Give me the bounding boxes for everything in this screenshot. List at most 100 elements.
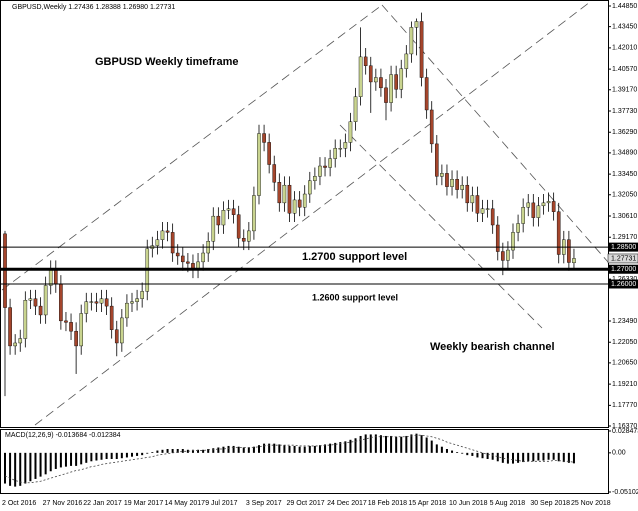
macd-bar xyxy=(64,452,67,467)
macd-signal xyxy=(4,434,575,484)
candle-body xyxy=(84,301,89,314)
channel-line xyxy=(34,1,591,426)
candle-body xyxy=(94,301,99,304)
candle-body xyxy=(302,193,307,208)
macd-bar xyxy=(75,452,78,466)
candle-body xyxy=(465,184,470,204)
macd-bar xyxy=(268,443,271,453)
macd-bar xyxy=(425,437,428,453)
macd-bar xyxy=(501,452,504,463)
macd-bar xyxy=(303,446,306,453)
macd-bar xyxy=(374,434,377,453)
chart-title: GBPUSD,Weekly 1.27436 1.28388 1.26980 1.… xyxy=(12,4,175,11)
candle-body xyxy=(506,249,510,261)
macd-bar xyxy=(532,452,535,462)
macd-bar xyxy=(49,452,52,472)
macd-bar xyxy=(435,444,438,453)
candle-body xyxy=(501,251,505,261)
candle-body xyxy=(48,269,53,286)
macd-bar xyxy=(283,445,286,453)
annotation: GBPUSD Weekly timeframe xyxy=(95,56,238,68)
macd-bar xyxy=(522,452,525,463)
last-price-label: 1.27731 xyxy=(611,255,636,262)
macd-bar xyxy=(191,449,194,453)
candle-body xyxy=(89,301,94,303)
candle-body xyxy=(292,199,297,214)
macd-bar xyxy=(141,452,144,456)
y-tick-label: 1.44850 xyxy=(612,3,637,10)
channel-line xyxy=(339,124,543,329)
channel-line xyxy=(1,4,383,291)
candle-body xyxy=(409,27,414,55)
macd-bar xyxy=(80,452,83,465)
x-tick-label: 18 Feb 2018 xyxy=(368,500,407,507)
macd-bar xyxy=(512,452,514,464)
candle-body xyxy=(333,148,338,159)
candle-body xyxy=(130,301,134,304)
candle-body xyxy=(247,230,251,242)
candle-body xyxy=(414,21,419,28)
candle-body xyxy=(109,305,114,330)
candle-body xyxy=(28,298,33,301)
macd-bar xyxy=(166,449,169,453)
candle-body xyxy=(165,230,170,233)
candle-body xyxy=(226,208,231,211)
candle-body xyxy=(211,215,216,242)
macd-bar xyxy=(572,452,575,464)
candle-body xyxy=(475,195,480,214)
candle-body xyxy=(424,77,429,111)
macd-bar xyxy=(151,452,154,453)
candle-body xyxy=(343,142,348,149)
candle-body xyxy=(404,53,409,69)
x-tick-label: 5 Aug 2018 xyxy=(490,500,526,507)
macd-bar xyxy=(263,443,266,453)
macd-bar xyxy=(318,445,321,453)
candle-body xyxy=(79,313,83,347)
y-tick-label: 1.19210 xyxy=(612,381,637,388)
macd-bar xyxy=(288,445,291,453)
candle-body xyxy=(546,201,551,204)
macd-bar xyxy=(105,452,108,459)
candle-body xyxy=(379,77,383,89)
macd-bar xyxy=(410,434,413,453)
candle-body xyxy=(399,68,404,90)
candle-body xyxy=(313,176,317,181)
macd-bar xyxy=(486,452,489,459)
macd-bar xyxy=(334,442,337,453)
candle-body xyxy=(328,158,332,168)
macd-bar xyxy=(390,435,393,453)
macd-bar xyxy=(9,452,12,486)
candle-body xyxy=(241,238,246,242)
candle-body xyxy=(231,208,236,215)
y-tick-label: 1.36290 xyxy=(612,129,637,136)
y-tick-label: 1.37730 xyxy=(612,108,637,115)
candle-body xyxy=(54,269,58,285)
macd-bar xyxy=(359,435,362,453)
candle-body xyxy=(282,184,287,204)
x-tick-label: 3 Sep 2017 xyxy=(246,500,282,507)
candle-body xyxy=(384,87,388,103)
macd-bar xyxy=(456,452,459,453)
y-tick-label: 1.23490 xyxy=(612,318,637,325)
price-box xyxy=(608,279,638,289)
candle-body xyxy=(23,300,28,339)
candle-body xyxy=(455,179,459,190)
macd-tick-label: -0.051023 xyxy=(612,489,638,496)
macd-bar xyxy=(364,434,367,453)
price-label: 1.27000 xyxy=(611,266,636,273)
candle-body xyxy=(201,252,205,263)
macd-bar xyxy=(395,436,398,453)
macd-bar xyxy=(161,449,164,453)
macd-bar xyxy=(440,446,443,453)
candle-body xyxy=(43,285,48,316)
macd-bar xyxy=(496,452,499,462)
macd-bar xyxy=(430,440,433,453)
macd-bar xyxy=(385,435,387,453)
candle-body xyxy=(297,199,302,208)
macd-bar xyxy=(100,452,103,460)
macd-tick-label: 0.028473 xyxy=(612,428,638,435)
macd-bar xyxy=(136,452,139,456)
candle-body xyxy=(485,208,490,210)
macd-bar xyxy=(85,452,88,463)
